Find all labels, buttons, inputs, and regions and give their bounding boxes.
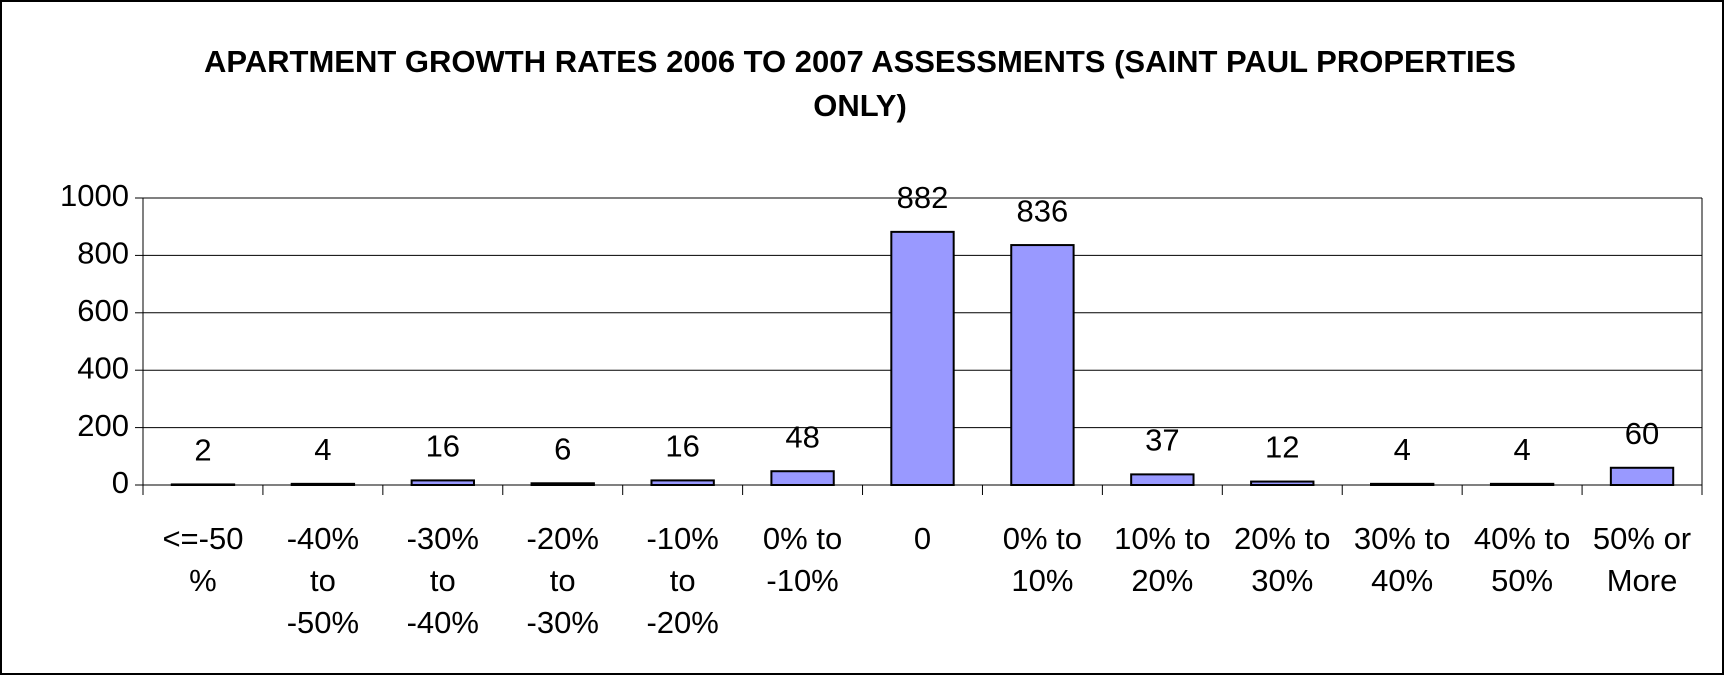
y-tick-label: 400: [77, 350, 129, 385]
bar: [1489, 482, 1555, 486]
x-tick-label: 10% to 20%: [1114, 521, 1211, 598]
x-tick-label: 30% to 40%: [1353, 521, 1451, 598]
data-label: 37: [1145, 423, 1179, 458]
x-tick-label: 0% to 10%: [1002, 521, 1083, 598]
y-tick-label: 1000: [60, 178, 129, 213]
bar: [1250, 480, 1315, 486]
x-tick-label: -20% to -30%: [526, 521, 599, 640]
bar: [290, 482, 356, 486]
bar: [1130, 473, 1195, 487]
data-label: 16: [665, 429, 699, 464]
bar: [530, 482, 595, 487]
x-tick-label: 50% or More: [1592, 521, 1692, 598]
data-label: 60: [1625, 416, 1659, 451]
data-label: 2: [194, 433, 211, 468]
chart-title: APARTMENT GROWTH RATES 2006 TO 2007 ASSE…: [204, 44, 1516, 123]
data-label: 882: [897, 180, 949, 215]
bar: [650, 479, 715, 486]
bar: [770, 470, 835, 486]
x-tick-label: 0% to -10%: [762, 521, 843, 598]
x-tick-label: 0: [913, 521, 932, 556]
y-tick-label: 0: [112, 465, 129, 500]
data-label: 836: [1017, 193, 1069, 228]
y-tick-label: 800: [77, 236, 129, 271]
bar: [1010, 244, 1075, 486]
data-label: 48: [785, 419, 819, 454]
bar: [890, 230, 955, 486]
x-tick-label: -30% to -40%: [406, 521, 479, 640]
y-tick-label: 200: [77, 408, 129, 443]
data-label: 6: [554, 431, 571, 466]
x-tick-label: 20% to 30%: [1234, 521, 1331, 598]
x-tick-label: 40% to 50%: [1473, 521, 1571, 598]
x-tick-label: -10% to -20%: [646, 521, 719, 640]
x-tick-label: <=-50%: [162, 521, 244, 598]
x-tick-label: -40% to -50%: [286, 521, 360, 640]
data-label: 4: [1394, 432, 1411, 467]
bar: [1609, 466, 1675, 486]
data-label: 4: [1513, 432, 1530, 467]
bar: [170, 483, 236, 486]
bar: [410, 479, 475, 486]
y-tick-label: 600: [77, 293, 129, 328]
bar: [1370, 482, 1435, 486]
data-label: 16: [426, 429, 460, 464]
data-label: 4: [314, 432, 331, 467]
data-label: 12: [1265, 430, 1299, 465]
